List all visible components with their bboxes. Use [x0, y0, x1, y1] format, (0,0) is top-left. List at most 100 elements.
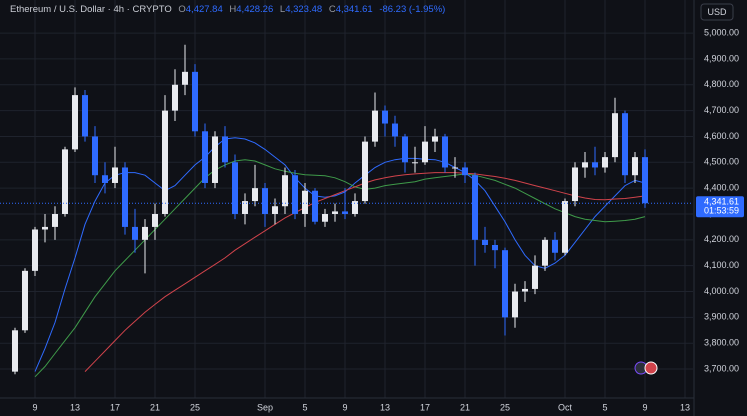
candle-body	[552, 239, 558, 253]
ohlc-value: 4,341.61	[335, 4, 373, 15]
candle-body	[582, 162, 588, 168]
candle-body	[132, 226, 138, 240]
candle-body	[292, 175, 298, 214]
event-icons	[634, 361, 658, 375]
candles	[0, 44, 693, 375]
candle-body	[22, 270, 28, 331]
candle-body	[422, 141, 428, 163]
candle-body	[262, 188, 268, 214]
y-tick-label: 4,500.00	[704, 157, 739, 167]
ohlc-value: 4,427.84	[185, 4, 223, 15]
y-tick-label: 5,000.00	[704, 27, 739, 37]
candle-body	[302, 190, 308, 214]
candle-body	[92, 136, 98, 176]
x-tick-label: 21	[150, 402, 160, 412]
candle-body	[112, 167, 118, 183]
last-price-box	[696, 196, 744, 218]
y-tick-label: 4,400.00	[704, 183, 739, 193]
ohlc-key: H	[229, 4, 237, 15]
currency-box[interactable]	[700, 3, 734, 21]
candle-body	[72, 95, 78, 150]
candle-body	[42, 226, 48, 230]
candle-body	[12, 330, 18, 372]
candle-body	[172, 84, 178, 111]
x-tick-label: 25	[500, 402, 510, 412]
x-tick-label: 25	[190, 402, 200, 412]
candle-body	[252, 188, 258, 202]
y-tick-label: 4,700.00	[704, 105, 739, 115]
candle-body	[382, 110, 388, 124]
x-tick-label: 9	[342, 402, 347, 412]
y-tick-label: 3,900.00	[704, 312, 739, 322]
candle-body	[362, 141, 368, 202]
y-tick-label: 4,000.00	[704, 286, 739, 296]
candle-body	[232, 162, 238, 214]
candle-body	[32, 229, 38, 271]
countdown-label: 01:53:59	[704, 206, 739, 216]
x-tick-label: Oct	[558, 402, 573, 412]
candle-body	[452, 167, 458, 169]
candle-body	[342, 211, 348, 214]
price-change: -86.23 (-1.95%)	[379, 4, 446, 15]
candle-body	[282, 175, 288, 207]
x-tick-label: 9	[32, 402, 37, 412]
y-tick-label: 4,600.00	[704, 131, 739, 141]
candle-body	[102, 175, 108, 183]
y-tick-label: 4,800.00	[704, 79, 739, 89]
x-tick-label: 9	[642, 402, 647, 412]
moving-average-line	[34, 137, 646, 372]
x-tick-label: 17	[110, 402, 120, 412]
x-tick-label: 13	[70, 402, 80, 412]
x-tick-label: 5	[602, 402, 607, 412]
ohlc-value: 4,428.26	[236, 4, 274, 15]
candle-body	[472, 175, 478, 240]
y-tick-label: 3,700.00	[704, 363, 739, 373]
candle-body	[332, 211, 338, 214]
ohlc-key: L	[279, 4, 286, 15]
candle-body	[202, 131, 208, 183]
axes: 3,700.00 3,800.00 3,900.00 4,000.00 4,100.00…	[32, 27, 744, 412]
ohlc-key: O	[178, 4, 186, 15]
candle-body	[442, 136, 448, 168]
candle-body	[602, 157, 608, 168]
flag-icon[interactable]	[644, 361, 658, 375]
candle-body	[542, 239, 548, 266]
candle-body	[522, 288, 528, 292]
candle-body	[212, 136, 218, 183]
y-tick-label: 4,200.00	[704, 234, 739, 244]
symbol-legend: Ethereum / U.S. Dollar · 4h · CRYPTO O4,…	[10, 4, 445, 15]
candle-body	[412, 162, 418, 164]
candle-body	[482, 239, 488, 246]
candle-body	[222, 136, 228, 163]
ohlc-key: C	[328, 4, 336, 15]
candle-body	[632, 157, 638, 176]
candle-body	[512, 291, 518, 318]
candle-body	[242, 201, 248, 214]
candle-body	[352, 201, 358, 214]
y-tick-label: 4,900.00	[704, 53, 739, 63]
ohlc-value: 4,323.48	[285, 4, 323, 15]
candle-body	[532, 265, 538, 289]
x-tick-label: 21	[460, 402, 470, 412]
candle-body	[622, 113, 628, 176]
y-tick-label: 3,800.00	[704, 338, 739, 348]
symbol-title: Ethereum / U.S. Dollar · 4h · CRYPTO	[10, 4, 172, 15]
candle-body	[152, 213, 158, 227]
candle-body	[192, 71, 198, 132]
candle-body	[492, 245, 498, 251]
candle-body	[462, 167, 468, 176]
candle-body	[502, 250, 508, 318]
x-tick-label: 5	[302, 402, 307, 412]
grid	[0, 0, 693, 398]
x-tick-label: 13	[380, 402, 390, 412]
x-tick-label: Sep	[257, 402, 273, 412]
candle-body	[402, 136, 408, 163]
candle-body	[572, 167, 578, 202]
x-tick-label: 13	[680, 402, 690, 412]
candle-body	[162, 110, 168, 214]
candle-body	[182, 71, 188, 85]
candle-body	[612, 113, 618, 158]
